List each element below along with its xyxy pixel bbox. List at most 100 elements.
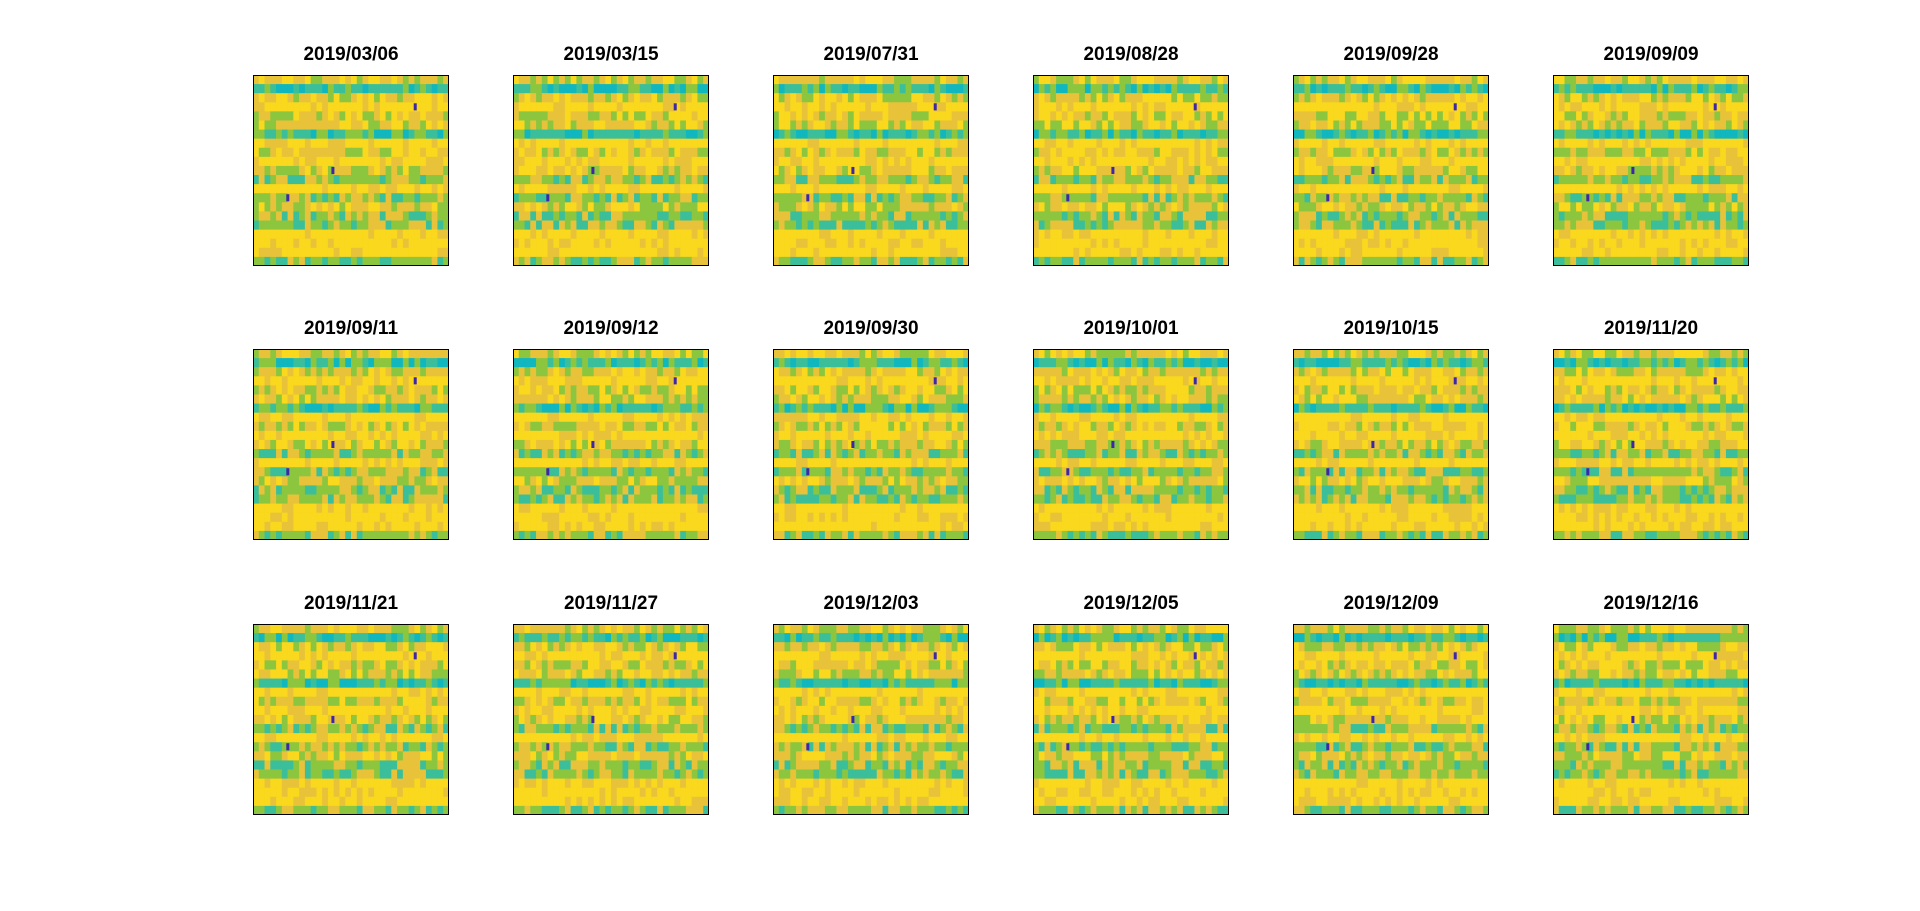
heatmap-cell bbox=[327, 256, 335, 266]
heatmap-cell bbox=[351, 229, 358, 240]
heatmap-cell bbox=[443, 147, 449, 158]
heatmap-cell bbox=[1645, 229, 1652, 240]
heatmap-cell bbox=[882, 211, 889, 222]
heatmap-cell bbox=[1073, 120, 1080, 131]
heatmap-cell bbox=[1708, 220, 1716, 231]
heatmap-cell bbox=[276, 521, 283, 532]
heatmap-cell bbox=[541, 102, 549, 112]
heatmap-cell bbox=[276, 220, 283, 231]
heatmap-cell bbox=[1564, 138, 1571, 149]
heatmap-cell bbox=[1367, 147, 1375, 158]
heatmap-cell bbox=[576, 220, 583, 231]
heatmap-cell bbox=[322, 439, 329, 450]
heatmap-cell bbox=[368, 430, 375, 441]
heatmap-cell bbox=[1362, 202, 1369, 213]
heatmap-cell bbox=[1142, 147, 1149, 158]
heatmap-cell bbox=[680, 175, 687, 185]
heatmap-cell bbox=[951, 84, 959, 94]
heatmap-cell bbox=[899, 111, 907, 122]
heatmap-cell bbox=[362, 421, 369, 432]
heatmap-cell bbox=[922, 165, 930, 176]
heatmap-cell bbox=[1702, 247, 1710, 258]
heatmap-cell bbox=[1154, 193, 1161, 203]
heatmap-cell bbox=[691, 102, 699, 112]
heatmap-cell bbox=[1096, 102, 1103, 112]
heatmap-cell bbox=[1188, 193, 1196, 203]
heatmap-cell bbox=[1737, 175, 1744, 185]
heatmap-cell bbox=[778, 129, 786, 140]
heatmap-cell bbox=[1096, 156, 1103, 167]
heatmap-cell bbox=[437, 156, 444, 167]
heatmap-cell bbox=[327, 439, 335, 450]
heatmap-cell bbox=[1471, 138, 1479, 149]
heatmap-cell bbox=[1431, 120, 1438, 131]
heatmap-cell bbox=[1691, 138, 1698, 149]
heatmap-cell bbox=[634, 256, 641, 266]
heatmap-cell bbox=[1079, 229, 1086, 240]
heatmap-cell bbox=[1223, 120, 1229, 131]
heatmap-cell bbox=[431, 220, 439, 231]
heatmap-cell bbox=[425, 211, 433, 222]
heatmap-cell bbox=[518, 184, 526, 194]
heatmap-cell bbox=[1731, 175, 1739, 185]
heatmap-cell bbox=[1587, 93, 1594, 103]
heatmap-cell bbox=[1367, 93, 1375, 103]
heatmap-cell bbox=[1465, 220, 1473, 231]
heatmap-cell bbox=[513, 238, 520, 249]
heatmap-cell bbox=[1674, 165, 1681, 176]
heatmap-cell bbox=[1587, 120, 1594, 131]
heatmap-cell bbox=[628, 138, 635, 149]
heatmap-cell bbox=[333, 93, 341, 103]
heatmap-cell bbox=[420, 247, 427, 258]
heatmap-cell bbox=[1604, 75, 1612, 85]
heatmap-cell bbox=[697, 193, 704, 203]
heatmap-cell bbox=[518, 229, 526, 240]
heatmap-cell bbox=[1725, 184, 1733, 194]
heatmap-cell bbox=[1685, 111, 1692, 122]
heatmap-cell bbox=[1205, 156, 1213, 167]
heatmap-cell bbox=[807, 129, 814, 140]
heatmap-cell bbox=[611, 156, 618, 167]
heatmap-cell bbox=[917, 220, 924, 231]
heatmap-cell bbox=[1720, 129, 1727, 140]
heatmap-cell bbox=[1465, 256, 1473, 266]
heatmap-cell bbox=[587, 93, 595, 103]
heatmap-cell bbox=[281, 349, 289, 359]
heatmap-cell bbox=[374, 476, 381, 487]
heatmap-cell bbox=[443, 503, 449, 514]
heatmap-cell bbox=[957, 184, 964, 194]
heatmap-cell bbox=[639, 247, 647, 258]
heatmap-cell bbox=[593, 193, 601, 203]
heatmap-cell bbox=[264, 521, 271, 532]
heatmap-cell bbox=[1316, 156, 1323, 167]
heatmap-cell bbox=[657, 84, 664, 94]
heatmap-cell bbox=[368, 394, 375, 405]
heatmap-cell bbox=[1391, 165, 1398, 176]
heatmap-cell bbox=[1627, 175, 1635, 185]
heatmap-cell bbox=[582, 202, 589, 213]
heatmap-cell bbox=[1737, 129, 1744, 140]
heatmap-cell bbox=[1737, 84, 1744, 94]
heatmap-cell bbox=[1616, 202, 1623, 213]
heatmap-cell bbox=[1211, 247, 1219, 258]
heatmap-cell bbox=[1737, 193, 1744, 203]
heatmap-cell bbox=[945, 165, 953, 176]
heatmap-cell bbox=[940, 120, 947, 131]
heatmap-cell bbox=[1437, 147, 1444, 158]
heatmap-cell bbox=[1350, 138, 1358, 149]
heatmap-cell bbox=[1211, 138, 1219, 149]
heatmap-cell bbox=[1050, 256, 1057, 266]
heatmap-cell bbox=[871, 138, 878, 149]
heatmap-cell bbox=[327, 412, 335, 423]
heatmap-cell bbox=[807, 202, 814, 213]
heatmap-cell bbox=[570, 111, 578, 122]
heatmap-cell bbox=[316, 84, 323, 94]
heatmap-cell bbox=[1102, 175, 1109, 185]
heatmap-cell bbox=[270, 84, 277, 94]
heatmap-cell bbox=[1362, 93, 1369, 103]
heatmap-cell bbox=[443, 430, 449, 441]
heatmap-cell bbox=[368, 439, 375, 450]
heatmap-cell bbox=[1593, 247, 1600, 258]
heatmap-cell bbox=[680, 93, 687, 103]
heatmap-cell bbox=[1136, 238, 1144, 249]
